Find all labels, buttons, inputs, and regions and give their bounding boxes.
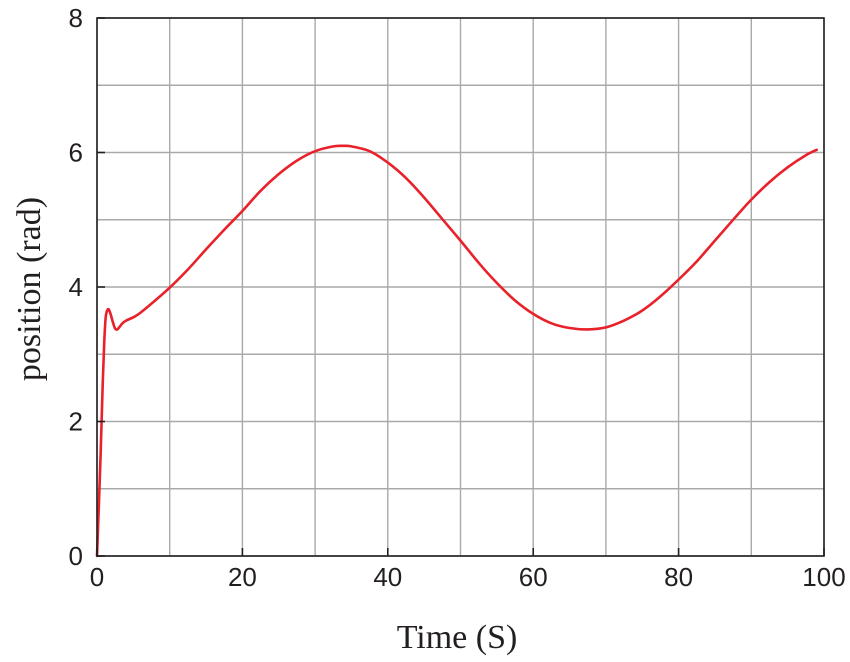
x-tick-label: 60 <box>519 562 548 592</box>
x-tick-label: 20 <box>228 562 257 592</box>
y-tick-label: 2 <box>69 407 83 437</box>
y-tick-label: 4 <box>69 272 83 302</box>
x-tick-label: 40 <box>373 562 402 592</box>
y-tick-label: 8 <box>69 3 83 33</box>
y-tick-label: 0 <box>69 541 83 571</box>
y-axis-label: position (rad) <box>11 197 48 381</box>
x-tick-label: 0 <box>90 562 104 592</box>
x-tick-label: 100 <box>802 562 845 592</box>
series-layer <box>95 144 818 558</box>
axis-ticks <box>96 17 825 557</box>
x-tick-label: 80 <box>664 562 693 592</box>
tick-labels: 0 20 40 60 80 100 0 2 4 6 8 <box>69 3 846 592</box>
y-tick-label: 6 <box>69 138 83 168</box>
x-axis-label: Time (S) <box>397 619 518 656</box>
grid-lines <box>96 17 825 557</box>
series-line <box>95 144 818 558</box>
